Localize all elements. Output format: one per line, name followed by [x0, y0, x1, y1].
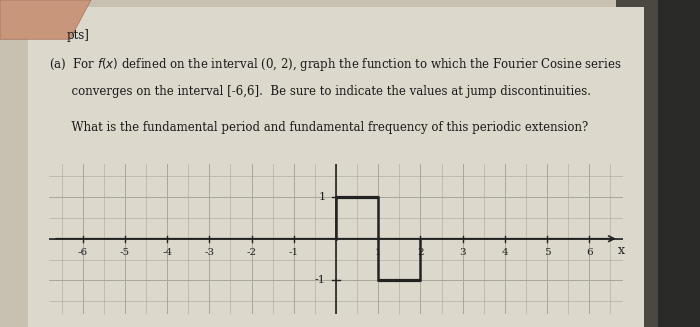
Text: -2: -2 [246, 248, 257, 257]
Text: -4: -4 [162, 248, 172, 257]
Text: -1: -1 [288, 248, 299, 257]
Bar [644, 0, 700, 327]
Text: (a)  For $f(x)$ defined on the interval (0, 2), graph the function to which the : (a) For $f(x)$ defined on the interval (… [49, 56, 622, 73]
Polygon shape [0, 0, 91, 39]
Bar [616, 0, 658, 327]
Text: -6: -6 [78, 248, 88, 257]
Text: 1: 1 [318, 192, 326, 202]
Text: -3: -3 [204, 248, 214, 257]
Text: 4: 4 [501, 248, 508, 257]
Text: 1: 1 [375, 248, 382, 257]
Text: -5: -5 [120, 248, 130, 257]
Text: 3: 3 [459, 248, 466, 257]
Text: x: x [617, 244, 624, 257]
FancyBboxPatch shape [28, 7, 644, 327]
Text: What is the fundamental period and fundamental frequency of this periodic extens: What is the fundamental period and funda… [49, 121, 588, 134]
Text: -1: -1 [314, 275, 326, 285]
Text: 6: 6 [586, 248, 592, 257]
Text: converges on the interval [-6,6].  Be sure to indicate the values at jump discon: converges on the interval [-6,6]. Be sur… [49, 85, 591, 98]
Text: 5: 5 [544, 248, 550, 257]
Text: 2: 2 [417, 248, 424, 257]
Text: pts]: pts] [66, 29, 90, 43]
